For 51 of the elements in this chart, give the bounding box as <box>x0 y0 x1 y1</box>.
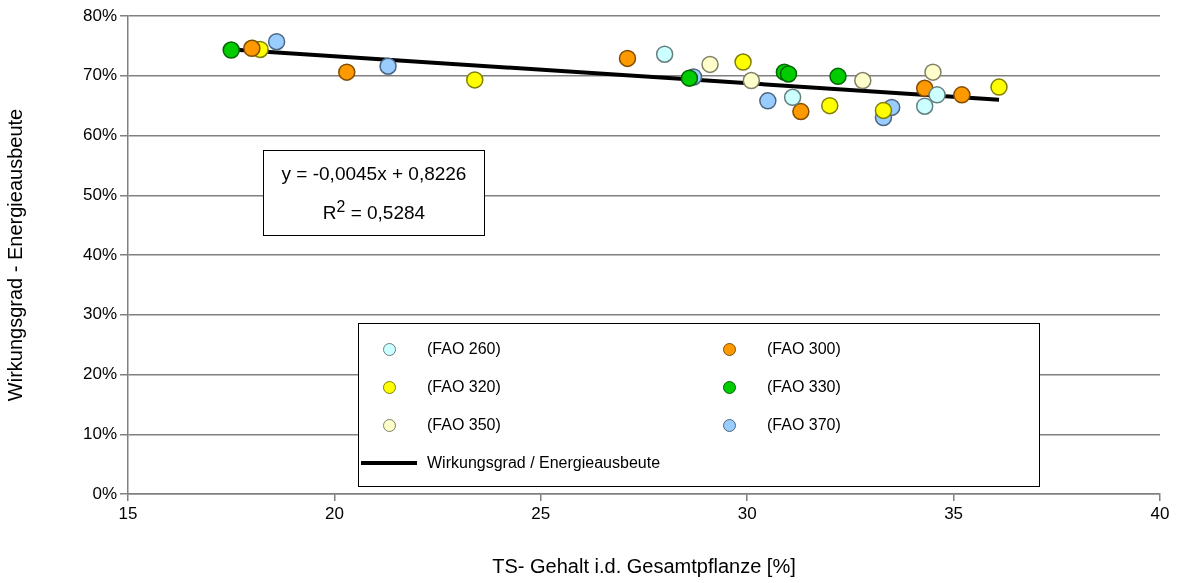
point <box>953 86 971 104</box>
y-tick-label: 70% <box>82 65 117 85</box>
point <box>829 67 847 86</box>
point <box>792 102 810 121</box>
annotation: R$^{2}$ = 0,5284 <box>321 197 427 226</box>
point <box>874 101 893 120</box>
y-tick-label: 60% <box>82 125 117 145</box>
point <box>466 71 484 89</box>
x-tick-label: 30 <box>737 503 757 523</box>
y-tick-label: 30% <box>82 304 117 324</box>
point <box>379 57 397 75</box>
x-tick-label: 25 <box>531 503 551 523</box>
y-tick-label: 20% <box>82 364 117 384</box>
annotation: y = -0,0045x + 0,8226 <box>280 162 468 186</box>
point <box>701 55 719 74</box>
point <box>734 53 752 71</box>
y-tick-label: 0% <box>92 483 117 503</box>
point <box>338 63 356 81</box>
x-tick-label: 40 <box>1150 503 1170 523</box>
legend-label: (FAO 260) <box>427 340 501 358</box>
point <box>924 63 942 81</box>
legend-label: (FAO 330) <box>767 378 841 396</box>
point <box>742 71 761 90</box>
legend-label: (FAO 300) <box>767 340 841 358</box>
legend-label: (FAO 370) <box>767 416 841 434</box>
point <box>759 92 777 110</box>
y-tick-label: 10% <box>82 423 117 443</box>
x-tick-label: 15 <box>118 503 138 523</box>
point <box>821 96 839 115</box>
y-tick-label: 80% <box>82 5 117 25</box>
x-tick-label: 35 <box>944 503 964 523</box>
point <box>915 97 934 115</box>
point <box>854 71 872 90</box>
y-tick-label: 40% <box>82 244 117 264</box>
x-tick-label: 20 <box>324 503 344 523</box>
point <box>222 41 240 59</box>
legend-label: (FAO 320) <box>427 378 501 396</box>
point <box>267 32 286 51</box>
y-tick-label: 50% <box>82 184 117 204</box>
point <box>779 65 798 83</box>
point <box>783 88 802 107</box>
legend-label: Wirkungsgrad / Energieausbeute <box>427 454 661 472</box>
point <box>243 39 261 58</box>
point <box>928 86 946 104</box>
point <box>655 45 674 63</box>
x-axis-title: TS- Gehalt i.d. Gesamtpflanze [%] <box>492 554 796 577</box>
legend-label: (FAO 350) <box>427 416 501 434</box>
point <box>618 49 637 68</box>
point <box>680 69 699 87</box>
y-axis-title: Wirkungsgrad - Energieausbeute <box>3 108 26 402</box>
point <box>990 78 1008 96</box>
